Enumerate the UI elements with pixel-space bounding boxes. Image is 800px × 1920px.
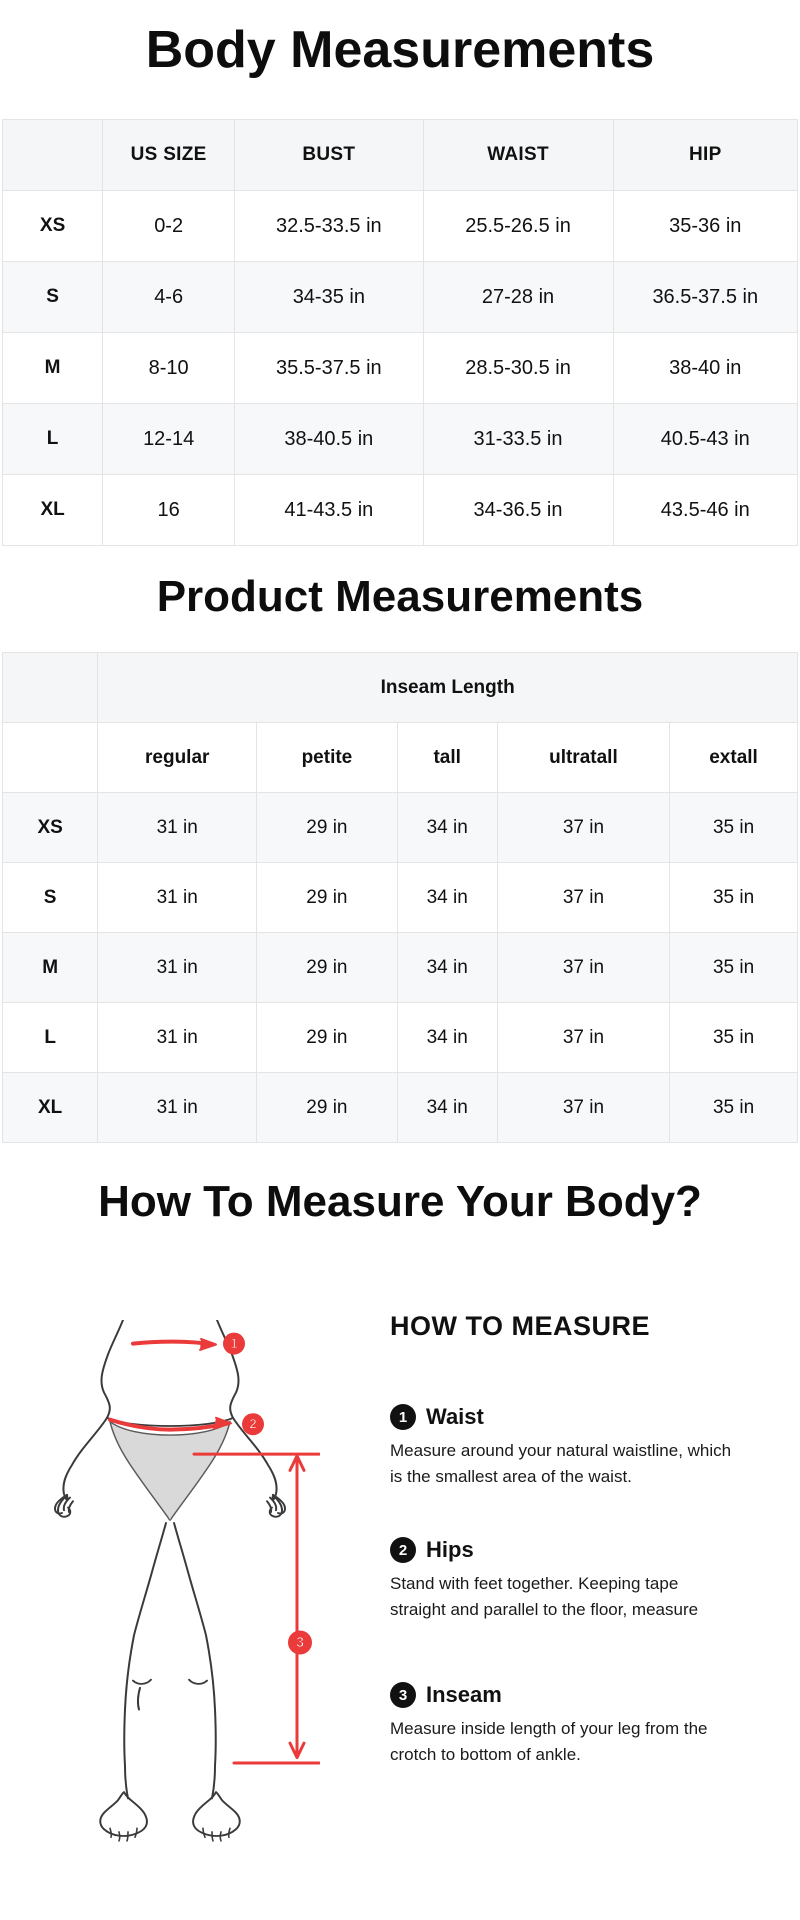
svg-text:2: 2 — [249, 1417, 257, 1432]
svg-text:1: 1 — [230, 1336, 238, 1351]
svg-text:3: 3 — [296, 1635, 304, 1651]
